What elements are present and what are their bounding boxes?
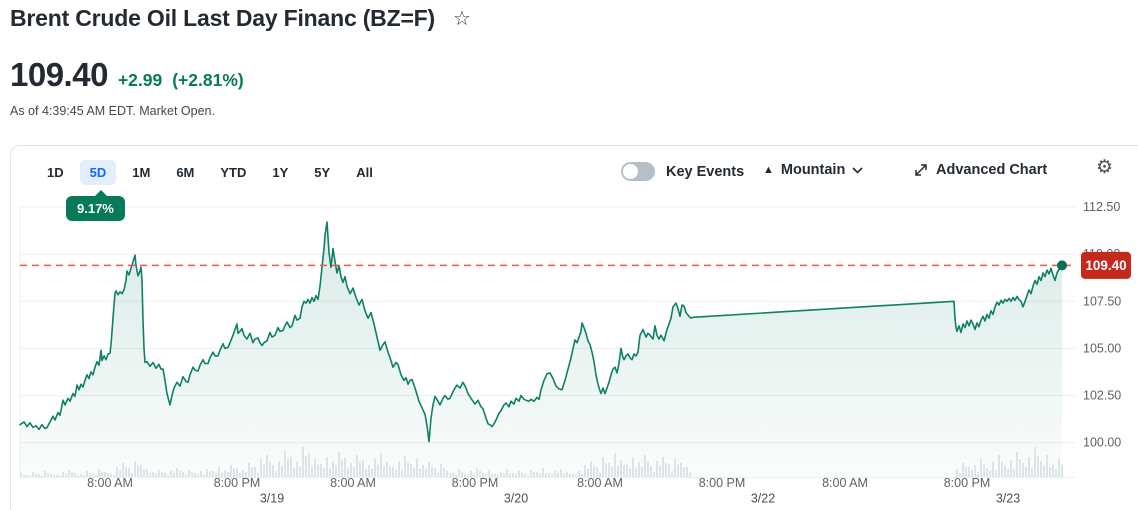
price-change: +2.99 [117,70,163,90]
range-return-badge: 9.17% [66,190,125,221]
chart-type-label: Mountain [780,162,846,178]
advanced-chart-button[interactable]: Advanced Chart [914,162,1047,178]
range-tab-5y[interactable]: 5Y [304,160,340,185]
last-price: 109.40 [10,56,108,93]
range-tab-1m[interactable]: 1M [122,160,160,185]
key-events-toggle[interactable] [621,162,655,181]
svg-text:100.00: 100.00 [1083,436,1121,450]
quote-row: 109.40 +2.99 (+2.81%) [10,56,244,94]
toggle-knob [623,164,638,179]
key-events-group: Key Events [621,162,744,181]
page-title: Brent Crude Oil Last Day Financ (BZ=F) [10,5,435,31]
as-of-text: As of 4:39:45 AM EDT. Market Open. [10,104,215,118]
range-tab-6m[interactable]: 6M [166,160,204,185]
svg-text:3/23: 3/23 [996,492,1020,506]
svg-text:3/20: 3/20 [504,492,528,506]
chevron-down-icon [852,166,863,174]
price-chart[interactable]: 112.50110.00107.50105.00102.50100.008:00… [11,195,1138,510]
svg-text:8:00 AM: 8:00 AM [87,476,133,490]
svg-text:8:00 AM: 8:00 AM [330,476,376,490]
gear-icon[interactable]: ⚙ [1096,157,1114,178]
range-tab-1d[interactable]: 1D [37,160,74,185]
svg-text:3/19: 3/19 [260,492,284,506]
svg-text:8:00 AM: 8:00 AM [577,476,623,490]
range-tab-1y[interactable]: 1Y [262,160,298,185]
star-icon[interactable]: ☆ [453,7,471,30]
range-tab-5d[interactable]: 5D [79,160,117,185]
svg-text:105.00: 105.00 [1083,341,1121,355]
range-tabs: 1D 5D 1M 6M YTD 1Y 5Y All [37,160,383,185]
mountain-icon: ▲ [763,163,774,176]
chart-card: 1D 5D 1M 6M YTD 1Y 5Y All 9.17% Key Events ▲ Mo… [10,145,1138,510]
key-events-label: Key Events [666,163,745,180]
chart-type-dropdown[interactable]: ▲ Mountain [763,162,863,178]
svg-text:109.40: 109.40 [1085,258,1126,273]
svg-text:107.50: 107.50 [1083,294,1121,308]
svg-text:112.50: 112.50 [1083,200,1120,214]
price-change-percent: (+2.81%) [172,70,244,90]
range-return-value: 9.17% [77,201,114,216]
diagonal-arrows-icon [915,164,927,176]
svg-text:8:00 AM: 8:00 AM [822,476,868,490]
svg-text:8:00 PM: 8:00 PM [452,476,499,490]
advanced-chart-label: Advanced Chart [936,162,1048,178]
range-tab-all[interactable]: All [346,160,383,185]
svg-text:8:00 PM: 8:00 PM [214,476,261,490]
svg-text:8:00 PM: 8:00 PM [944,476,991,490]
header: Brent Crude Oil Last Day Financ (BZ=F) ☆ [10,5,471,32]
range-tab-ytd[interactable]: YTD [210,160,256,185]
svg-text:3/22: 3/22 [751,492,775,506]
svg-text:8:00 PM: 8:00 PM [699,476,746,490]
svg-text:102.50: 102.50 [1083,389,1121,403]
